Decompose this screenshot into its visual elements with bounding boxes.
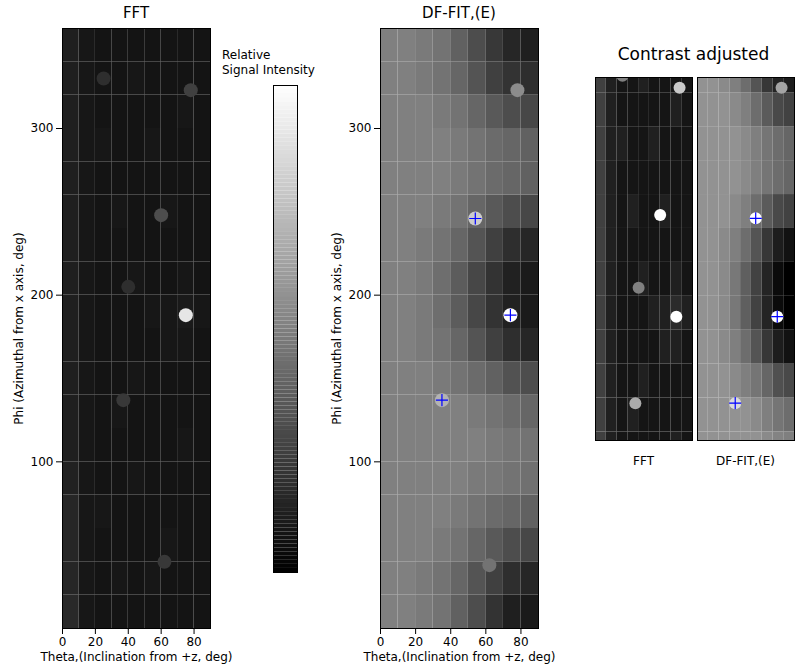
html-text:FFT: FFT: [633, 454, 654, 468]
svg-text:200: 200: [31, 288, 54, 302]
html-text:DF-FIT,(E): DF-FIT,(E): [422, 4, 496, 22]
html-text:DF-FIT,(E): DF-FIT,(E): [716, 454, 775, 468]
svg-text:Phi (Azimuthal from x axis, de: Phi (Azimuthal from x axis, deg): [12, 232, 26, 424]
svg-text:20: 20: [408, 635, 423, 649]
svg-text:300: 300: [349, 121, 372, 135]
html-text:FFT: FFT: [122, 4, 150, 22]
svg-text:60: 60: [478, 635, 493, 649]
svg-text:40: 40: [121, 635, 136, 649]
svg-text:100: 100: [349, 455, 372, 469]
svg-text:300: 300: [31, 121, 54, 135]
svg-text:0: 0: [377, 635, 385, 649]
svg-text:Theta,(Inclination from +z, de: Theta,(Inclination from +z, deg): [39, 650, 232, 664]
svg-text:Phi (Azimuthal from x axis, de: Phi (Azimuthal from x axis, deg): [330, 232, 344, 424]
html-text:Signal Intensity: Signal Intensity: [222, 63, 315, 77]
html-text:Relative: Relative: [222, 48, 271, 62]
svg-text:100: 100: [31, 455, 54, 469]
html-text:Contrast adjusted: Contrast adjusted: [617, 44, 770, 64]
svg-text:Theta,(Inclination from +z, de: Theta,(Inclination from +z, deg): [362, 650, 555, 664]
svg-text:0: 0: [59, 635, 67, 649]
svg-text:80: 80: [186, 635, 201, 649]
svg-text:20: 20: [88, 635, 103, 649]
svg-text:200: 200: [349, 288, 372, 302]
svg-text:60: 60: [154, 635, 169, 649]
svg-text:40: 40: [443, 635, 458, 649]
svg-text:80: 80: [513, 635, 528, 649]
